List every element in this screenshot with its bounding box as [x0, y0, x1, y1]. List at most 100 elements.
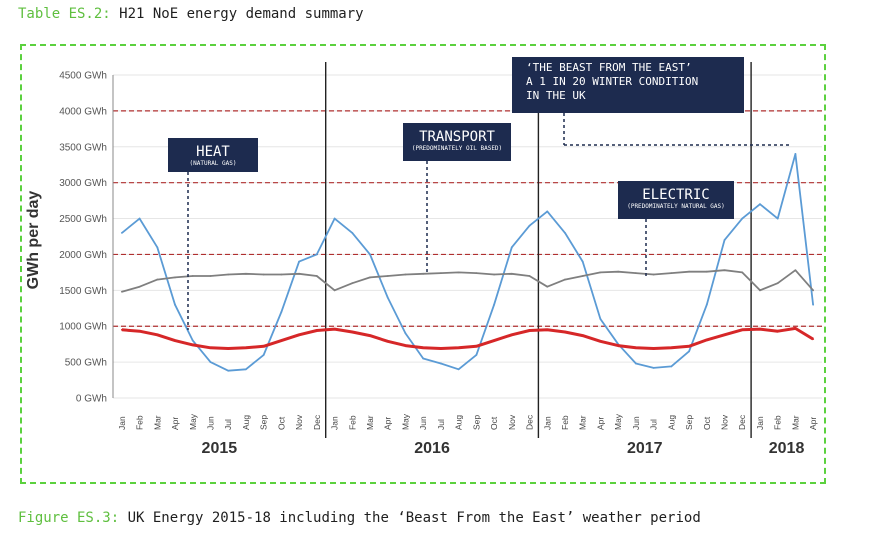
table-title: Table ES.2: H21 NoE energy demand summar… — [18, 6, 364, 22]
data-point-heat — [138, 217, 141, 220]
y-tick-label: 500 GWh — [65, 358, 107, 369]
data-point-electric — [741, 328, 744, 331]
data-point-transport — [422, 272, 425, 275]
data-point-transport — [333, 289, 336, 292]
data-point-electric — [493, 339, 495, 342]
table-label: Table ES.2: — [18, 6, 111, 22]
data-point-electric — [245, 346, 247, 349]
beast-box — [512, 57, 744, 113]
data-point-transport — [564, 278, 566, 281]
data-point-heat — [280, 310, 283, 313]
data-point-transport — [120, 290, 123, 293]
month-label: Feb — [560, 415, 570, 430]
data-point-electric — [546, 328, 549, 331]
month-label: Feb — [135, 415, 145, 430]
data-point-heat — [404, 332, 407, 335]
data-point-heat — [528, 224, 531, 227]
month-label: Jul — [649, 419, 659, 430]
month-label: Feb — [773, 415, 783, 430]
month-label: Nov — [507, 414, 517, 430]
data-point-heat — [422, 357, 425, 360]
data-point-transport — [741, 271, 744, 274]
table-title-text: H21 NoE energy demand summary — [119, 6, 364, 22]
y-tick-label: 1500 GWh — [59, 286, 107, 297]
month-label: Jan — [542, 416, 552, 430]
data-point-electric — [209, 346, 212, 349]
month-label: Oct — [702, 416, 712, 430]
data-point-transport — [191, 275, 194, 277]
beast-line: IN THE UK — [526, 89, 586, 102]
data-point-electric — [298, 333, 301, 336]
data-point-electric — [634, 346, 637, 349]
data-point-heat — [794, 153, 797, 155]
figure-frame — [20, 44, 826, 484]
month-label: Apr — [808, 417, 818, 430]
beast-line: ‘THE BEAST FROM THE EAST’ — [526, 61, 692, 74]
data-point-transport — [386, 275, 389, 277]
heat-callout-box — [168, 138, 258, 172]
data-point-transport — [440, 272, 442, 275]
year-label: 2017 — [627, 440, 663, 457]
data-point-electric — [174, 339, 176, 342]
data-point-transport — [617, 270, 620, 273]
data-point-heat — [670, 365, 673, 368]
month-label: Dec — [737, 414, 747, 430]
data-point-heat — [599, 318, 602, 320]
data-point-transport — [812, 289, 815, 292]
month-label: Jan — [755, 416, 765, 430]
month-label: Sep — [684, 415, 694, 430]
data-point-transport — [581, 275, 584, 277]
month-label: Aug — [241, 415, 251, 430]
data-point-heat — [369, 253, 371, 256]
data-point-heat — [227, 369, 230, 372]
data-point-transport — [688, 270, 690, 273]
data-point-heat — [298, 260, 301, 263]
data-point-electric — [315, 329, 318, 332]
data-point-transport — [528, 275, 531, 277]
data-point-transport — [776, 282, 779, 285]
transport-callout-box — [403, 123, 511, 161]
month-label: Mar — [365, 415, 375, 430]
data-point-electric — [688, 345, 690, 348]
data-point-electric — [617, 344, 620, 347]
data-point-transport — [138, 285, 141, 288]
month-label: Dec — [312, 414, 322, 430]
data-point-transport — [546, 285, 549, 288]
data-point-electric — [457, 346, 460, 349]
data-point-electric — [475, 345, 478, 348]
data-point-electric — [351, 331, 354, 333]
data-point-electric — [510, 333, 513, 336]
data-point-transport — [634, 272, 637, 275]
data-point-heat — [457, 368, 460, 371]
data-point-heat — [156, 246, 159, 249]
heat-callout-label: HEAT — [196, 144, 230, 160]
data-point-heat — [351, 232, 354, 234]
data-point-electric — [812, 338, 815, 341]
month-label: May — [188, 413, 198, 430]
data-point-electric — [776, 330, 779, 333]
data-point-electric — [670, 346, 673, 349]
month-label: Dec — [525, 414, 535, 430]
y-tick-label: 0 GWh — [76, 394, 107, 405]
figure-caption-text: UK Energy 2015-18 including the ‘Beast F… — [127, 510, 701, 526]
y-tick-label: 4000 GWh — [59, 106, 107, 117]
data-point-transport — [245, 272, 247, 275]
data-point-electric — [386, 340, 389, 343]
transport-callout-sublabel: (PREDOMINATELY OIL BASED) — [412, 145, 502, 152]
data-point-electric — [227, 347, 230, 350]
data-point-transport — [298, 272, 301, 275]
data-point-heat — [120, 232, 123, 234]
month-label: Nov — [720, 414, 730, 430]
series-line-electric — [121, 326, 814, 350]
data-point-transport — [369, 276, 371, 279]
electric-callout-sublabel: (PREDOMINATELY NATURAL GAS) — [627, 203, 725, 210]
data-point-transport — [227, 273, 230, 276]
data-point-electric — [138, 330, 141, 333]
year-label: 2016 — [414, 440, 450, 457]
data-point-electric — [191, 343, 194, 346]
data-point-electric — [759, 328, 761, 330]
data-point-electric — [581, 334, 584, 337]
data-point-electric — [705, 338, 708, 341]
data-point-heat — [440, 362, 442, 365]
month-label: Oct — [489, 416, 499, 430]
